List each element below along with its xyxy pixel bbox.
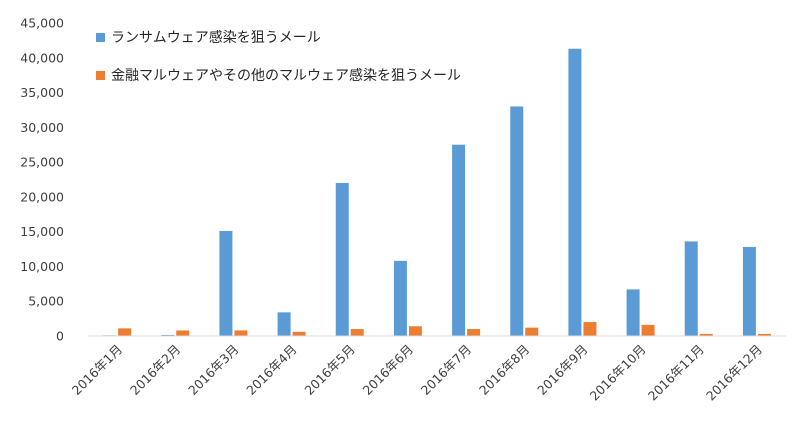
x-tick-label: 2016年8月 [476,342,532,398]
y-tick-label: 0 [56,329,64,344]
bar-other-malware-10 [641,324,655,336]
legend-swatch-other-malware [96,71,105,80]
x-tick-label: 2016年10月 [587,342,649,404]
bar-other-malware-1 [118,328,132,336]
bar-ransomware-6 [393,260,407,336]
bar-ransomware-10 [626,289,640,336]
bar-other-malware-4 [292,331,306,336]
x-tick-label: 2016年4月 [243,342,299,398]
x-tick-label: 2016年2月 [127,342,183,398]
bar-ransomware-11 [684,241,698,336]
bars [103,48,771,336]
bar-ransomware-8 [510,106,524,336]
x-tick-label: 2016年9月 [534,342,590,398]
bar-ransomware-3 [219,230,233,336]
bar-other-malware-3 [234,330,248,336]
x-tick-label: 2016年6月 [360,342,416,398]
bar-ransomware-12 [742,246,756,336]
y-tick-label: 40,000 [20,50,64,65]
x-tick-label: 2016年12月 [703,342,765,404]
x-tick-label: 2016年7月 [418,342,474,398]
bar-other-malware-7 [467,329,481,336]
x-tick-label: 2016年1月 [69,342,125,398]
bar-other-malware-9 [583,322,597,336]
y-tick-label: 30,000 [20,120,64,135]
y-tick-label: 15,000 [20,224,64,239]
legend-swatch-ransomware [96,33,105,42]
bar-other-malware-11 [699,333,713,336]
y-tick-label: 10,000 [20,259,64,274]
x-tick-label: 2016年3月 [185,342,241,398]
bar-other-malware-12 [757,333,771,336]
legend-label-ransomware: ランサムウェア感染を狙うメール [111,29,321,46]
x-tick-label: 2016年5月 [301,342,357,398]
y-tick-label: 5,000 [28,294,64,309]
bar-ransomware-5 [335,182,349,336]
y-axis: 0 5,000 10,000 15,000 20,000 25,000 30,000 35,0… [20,16,64,344]
y-tick-label: 35,000 [20,85,64,100]
bar-ransomware-2 [161,334,175,336]
bar-ransomware-4 [277,312,291,336]
bar-other-malware-5 [350,329,364,336]
bar-other-malware-2 [176,330,190,336]
y-tick-label: 45,000 [20,16,64,31]
y-tick-label: 20,000 [20,189,64,204]
legend-label-other-malware: 金融マルウェアやその他のマルウェア感染を狙うメール [111,67,461,84]
x-axis: 2016年1月 2016年2月 2016年3月 2016年4月 2016年5月 2016年… [69,335,786,404]
bar-other-malware-6 [408,326,422,336]
x-tick-label: 2016年11月 [645,342,707,404]
bar-ransomware-9 [568,48,582,336]
y-tick-label: 25,000 [20,155,64,170]
bar-other-malware-8 [525,327,539,336]
bar-ransomware-7 [452,144,466,336]
